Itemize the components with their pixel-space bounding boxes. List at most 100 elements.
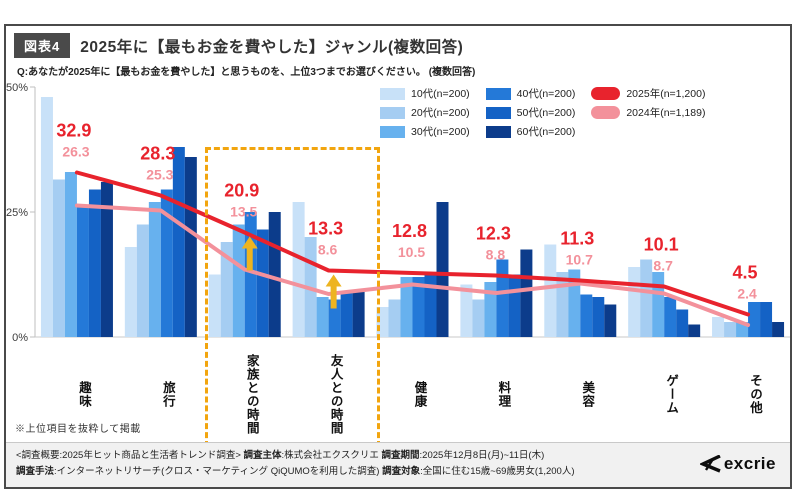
bar <box>256 229 269 337</box>
value-label-2024: 8.6 <box>318 242 338 258</box>
bar <box>688 324 701 337</box>
footer: <調査概要:2025年ヒット商品と生活者トレンド調査> 調査主体:株式会社エクス… <box>6 442 790 487</box>
bar <box>604 304 617 337</box>
bar <box>472 299 485 337</box>
legend-label: 2025年(n=1,200) <box>626 88 706 100</box>
legend-label: 30代(n=200) <box>411 126 470 138</box>
legend-item: 10代(n=200) <box>380 86 470 101</box>
value-label-2025: 13.3 <box>308 219 343 239</box>
category-label: 料理 <box>496 380 511 408</box>
up-arrow <box>325 274 342 309</box>
value-label-2024: 2.4 <box>737 286 757 302</box>
chart-legend: 10代(n=200) 20代(n=200) 30代(n=200) 40代(n=200)… <box>380 86 705 139</box>
legend-swatch <box>380 125 405 138</box>
logo: excrie <box>699 454 776 474</box>
bar <box>580 294 593 337</box>
bar <box>220 242 233 337</box>
bar <box>328 299 341 337</box>
value-label-2024: 10.7 <box>566 252 593 268</box>
bar <box>760 302 773 337</box>
bar <box>460 284 473 337</box>
footer-segment: 調査対象 <box>382 466 421 477</box>
value-label-2025: 12.8 <box>392 221 427 241</box>
value-label-2025: 11.3 <box>560 229 594 249</box>
up-arrow <box>241 236 258 271</box>
figure-badge: 図表4 <box>14 33 71 58</box>
y-tick-label: 25% <box>6 207 28 219</box>
legend-item: 40代(n=200) <box>485 86 576 101</box>
value-label-2025: 28.3 <box>140 144 175 164</box>
category-label: 旅行 <box>160 380 175 408</box>
value-label-2024: 25.3 <box>146 167 173 183</box>
legend-swatch <box>380 106 405 119</box>
survey-question: Q:あなたが2025年に【最もお金を費やした】と思うものを、上位3つまでお選びく… <box>17 67 476 78</box>
bar <box>208 274 221 337</box>
bar <box>232 224 245 337</box>
bar <box>100 182 113 337</box>
bar <box>484 282 497 337</box>
bar <box>520 249 533 337</box>
value-label-2025: 32.9 <box>56 121 91 141</box>
footer-segment: 調査期間 <box>381 450 420 461</box>
bar <box>136 224 149 337</box>
legend-label: 50代(n=200) <box>516 107 576 119</box>
bar <box>592 297 605 337</box>
footer-segment: 調査主体 <box>243 450 282 461</box>
bar <box>412 277 425 337</box>
survey-details: <調査概要:2025年ヒット商品と生活者トレンド調査> 調査主体:株式会社エクス… <box>16 448 575 480</box>
bar <box>712 317 725 337</box>
bar <box>508 274 521 337</box>
bar <box>148 202 161 337</box>
legend-label: 10代(n=200) <box>411 88 470 100</box>
bar <box>268 212 281 337</box>
bar <box>64 172 77 337</box>
excrie-logo-mark <box>699 455 721 473</box>
bar <box>496 259 509 337</box>
legend-column: 2025年(n=1,200) 2024年(n=1,189) <box>591 86 705 139</box>
value-label-2025: 20.9 <box>224 181 259 201</box>
bar <box>724 322 737 337</box>
bar <box>748 302 761 337</box>
legend-label: 2024年(n=1,189) <box>626 107 706 119</box>
category-label: 趣味 <box>76 380 91 408</box>
category-label: 美容 <box>580 380 595 408</box>
bar <box>88 189 101 337</box>
legend-item: 30代(n=200) <box>380 124 470 139</box>
line-2024 <box>74 203 751 327</box>
legend-item: 2024年(n=1,189) <box>591 105 705 120</box>
value-label-2025: 10.1 <box>644 235 679 255</box>
bar <box>160 189 173 337</box>
bar <box>424 272 437 337</box>
footer-segment: :全国に住む15歳~69歳男女(1,200人) <box>420 466 575 477</box>
legend-label: 40代(n=200) <box>516 88 576 100</box>
legend-column: 10代(n=200) 20代(n=200) 30代(n=200) <box>380 86 470 139</box>
bar-chart: 50% 25% 0% 32.9 26.3 28.3 25.3 20.9 13.5 13.3 8.6 1… <box>6 82 790 344</box>
bar <box>640 259 653 337</box>
category-label: 家族との時間 <box>244 353 259 435</box>
bar <box>292 202 305 337</box>
y-tick-label: 50% <box>6 82 28 94</box>
bar <box>556 272 569 337</box>
legend-swatch <box>591 87 621 100</box>
legend-swatch <box>485 125 511 138</box>
legend-swatch <box>591 106 621 119</box>
category-label: ゲーム <box>664 373 679 415</box>
header: 図表4 2025年に【最もお金を費やした】ジャンル(複数回答) <box>14 33 463 58</box>
bar <box>388 299 401 337</box>
footer-line: 調査手法:インターネットリサーチ(クロス・マーケティング QiQUMOを利用した… <box>16 464 575 480</box>
page-title: 2025年に【最もお金を費やした】ジャンル(複数回答) <box>80 38 464 56</box>
footer-segment: :2025年12月8日(月)~11日(木) <box>419 450 545 461</box>
footnote: ※上位項目を抜粋して掲載 <box>15 424 141 435</box>
legend-swatch <box>485 106 511 119</box>
legend-swatch <box>380 87 405 100</box>
bar <box>124 247 137 337</box>
legend-item: 20代(n=200) <box>380 105 470 120</box>
legend-label: 20代(n=200) <box>411 107 470 119</box>
value-label-2024: 8.8 <box>486 247 506 263</box>
bar <box>352 292 365 337</box>
bar <box>544 244 557 337</box>
bar <box>652 272 665 337</box>
legend-column: 40代(n=200) 50代(n=200) 60代(n=200) <box>485 86 576 139</box>
legend-label: 60代(n=200) <box>516 126 576 138</box>
footer-segment: <調査概要:2025年ヒット商品と生活者トレンド調査> <box>16 450 244 461</box>
